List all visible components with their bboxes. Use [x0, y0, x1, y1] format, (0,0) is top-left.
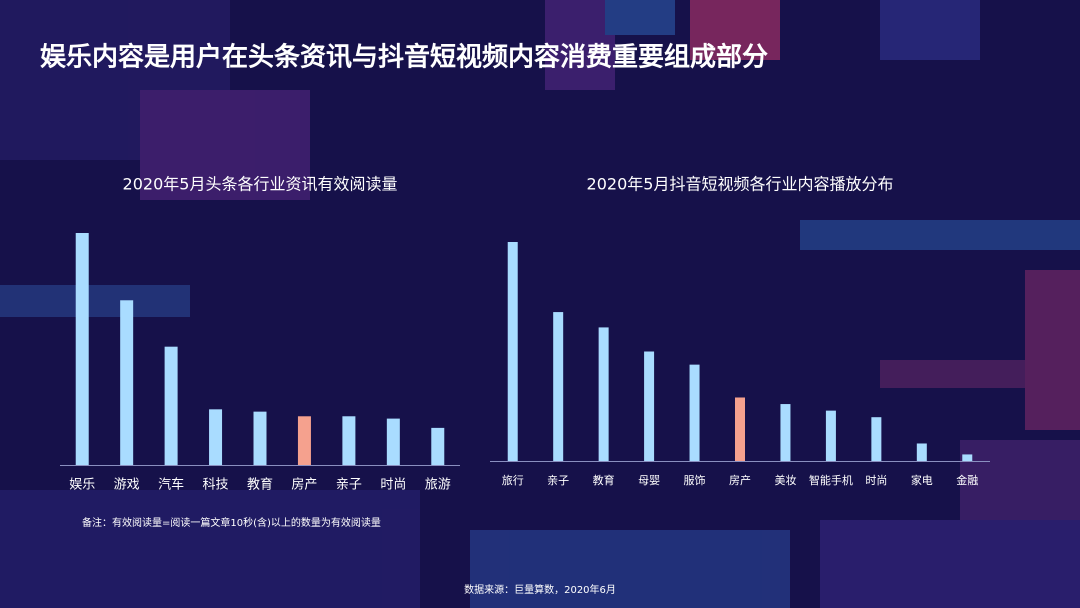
footnote: 备注：有效阅读量=阅读一篇文章10秒(含)以上的数量为有效阅读量	[82, 516, 381, 529]
source: 数据来源：巨量算数，2020年6月	[464, 583, 616, 596]
chart-title: 2020年5月头条各行业资讯有效阅读量	[123, 175, 398, 194]
x-tick-label: 美妆	[774, 474, 796, 487]
bar	[75, 233, 89, 465]
x-tick-label: 汽车	[158, 477, 184, 493]
bar	[916, 443, 927, 461]
bar	[431, 427, 445, 465]
bar	[342, 416, 356, 465]
bar	[553, 312, 564, 461]
x-tick-label: 家电	[911, 473, 933, 487]
bar	[253, 411, 267, 465]
x-tick-label: 游戏	[114, 478, 140, 493]
x-tick-label: 教育	[247, 477, 273, 493]
chart-title: 2020年5月抖音短视频各行业内容播放分布	[587, 175, 894, 194]
x-tick-label: 旅行	[502, 473, 524, 487]
x-tick-label: 亲子	[547, 473, 569, 487]
x-tick-label: 教育	[593, 473, 615, 487]
bar	[644, 351, 655, 461]
x-tick-label: 房产	[729, 473, 751, 487]
bar	[780, 404, 791, 461]
x-tick-label: 时尚	[380, 478, 406, 493]
x-tick-label: 娱乐	[69, 478, 95, 493]
bar	[507, 242, 518, 461]
bar	[825, 410, 836, 461]
bar	[598, 327, 609, 461]
x-tick-label: 服饰	[684, 473, 706, 487]
slide-title: 娱乐内容是用户在头条资讯与抖音短视频内容消费重要组成部分	[40, 42, 768, 73]
x-tick-label: 母婴	[638, 474, 660, 487]
bar	[209, 409, 223, 465]
x-tick-label: 智能手机	[809, 473, 853, 487]
x-tick-label: 亲子	[336, 478, 362, 493]
x-tick-label: 旅游	[425, 478, 451, 493]
bar	[120, 300, 134, 465]
x-tick-label: 时尚	[865, 473, 887, 487]
bar	[386, 418, 400, 465]
bar	[871, 417, 882, 461]
x-tick-label: 房产	[291, 477, 317, 493]
bar	[689, 364, 700, 461]
bar	[735, 397, 745, 461]
x-tick-label: 科技	[203, 478, 229, 493]
bar	[297, 416, 311, 465]
bar	[962, 454, 973, 461]
x-tick-label: 金融	[956, 473, 978, 487]
bar	[164, 346, 178, 465]
